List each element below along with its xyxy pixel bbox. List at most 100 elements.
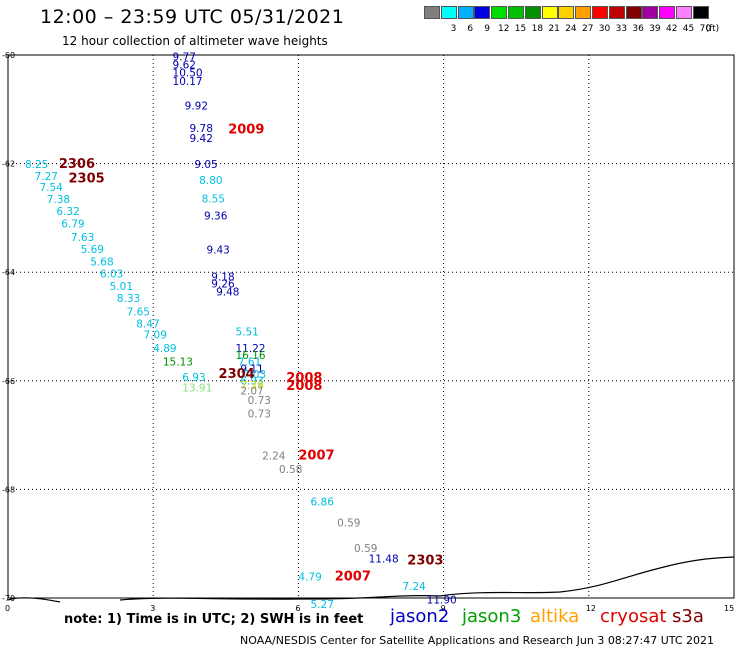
data-point-label: 7.38 bbox=[47, 194, 70, 206]
legend-unit: (ft) bbox=[705, 24, 720, 34]
data-point-label: 9.43 bbox=[206, 245, 229, 257]
legend-swatch bbox=[424, 6, 440, 19]
data-point-label: 7.54 bbox=[39, 182, 63, 194]
data-point-label: 11.48 bbox=[369, 554, 399, 566]
legend-swatch bbox=[692, 6, 709, 19]
data-point-label: 10.50 bbox=[173, 68, 203, 80]
data-point-label: 0.73 bbox=[248, 395, 271, 407]
pass-time-label: 2009 bbox=[228, 123, 264, 138]
data-point-label: 9.78 bbox=[190, 123, 213, 135]
page-title: 12:00 – 23:59 UTC 05/31/2021 bbox=[40, 6, 345, 28]
data-point-label: 0.59 bbox=[337, 517, 360, 529]
data-point-label: 8.25 bbox=[25, 159, 48, 171]
y-tick-label: -60 bbox=[2, 51, 15, 60]
legend-swatch bbox=[642, 6, 659, 19]
data-point-label: 5.51 bbox=[235, 327, 258, 339]
data-point-label: 9.05 bbox=[194, 159, 217, 171]
legend-label: 6 bbox=[467, 24, 474, 34]
legend-swatch bbox=[558, 6, 575, 19]
data-point-label: 15.13 bbox=[163, 357, 193, 369]
data-point-label: 2.07 bbox=[240, 385, 263, 397]
pass-time-label: 2305 bbox=[69, 172, 105, 187]
data-point-label: 2.24 bbox=[262, 451, 286, 463]
data-point-label: 16.16 bbox=[235, 350, 265, 362]
legend-label: 33 bbox=[615, 24, 628, 34]
x-tick-label: 3 bbox=[150, 604, 155, 613]
data-point-label: 9.48 bbox=[216, 287, 239, 299]
y-tick-label: -70 bbox=[2, 594, 15, 603]
legend-swatch bbox=[541, 6, 558, 19]
legend-swatch bbox=[659, 6, 676, 19]
data-point-label: 0.73 bbox=[248, 409, 271, 421]
legend-swatch bbox=[524, 6, 541, 19]
data-point-label: 5.01 bbox=[110, 281, 133, 293]
data-point-label: 6.93 bbox=[182, 372, 205, 384]
pass-time-label: 2008 bbox=[286, 371, 322, 386]
data-point-label: 7.61 bbox=[238, 357, 261, 369]
legend-swatch bbox=[625, 6, 642, 19]
plot-frame bbox=[7, 54, 735, 599]
data-point-label: 5.68 bbox=[90, 257, 113, 269]
data-point-label: 9.18 bbox=[211, 271, 234, 283]
data-point-label: 7.27 bbox=[35, 171, 58, 183]
legend-swatch bbox=[474, 6, 491, 19]
data-point-label: 4.79 bbox=[298, 572, 321, 584]
legend-swatch bbox=[676, 6, 692, 19]
data-point-label: 9.42 bbox=[190, 133, 213, 145]
data-point-label: 6.32 bbox=[56, 206, 79, 218]
satellite-s3a: s3a bbox=[672, 606, 704, 627]
pass-time-label: 2303 bbox=[407, 553, 443, 568]
legend-label: 30 bbox=[598, 24, 611, 34]
legend-swatch bbox=[592, 6, 608, 19]
legend-label: 24 bbox=[565, 24, 577, 34]
data-point-label: 5.69 bbox=[81, 244, 104, 256]
data-point-label: 10.17 bbox=[173, 76, 203, 88]
pass-time-label: 2306 bbox=[59, 157, 95, 172]
data-point-label: 6.79 bbox=[61, 219, 84, 231]
legend-swatch bbox=[575, 6, 592, 19]
pass-time-label: 2007 bbox=[298, 449, 334, 464]
legend-label: 9 bbox=[484, 24, 490, 34]
y-tick-label: -68 bbox=[2, 485, 15, 494]
data-point-label: 7.24 bbox=[402, 581, 426, 593]
credit-line: NOAA/NESDIS Center for Satellite Applica… bbox=[240, 634, 715, 647]
legend-swatch bbox=[491, 6, 508, 19]
legend-label: 3 bbox=[450, 24, 457, 34]
page-subtitle: 12 hour collection of altimeter wave hei… bbox=[62, 34, 328, 48]
legend-label: 39 bbox=[649, 24, 661, 34]
data-point-label: 11.90 bbox=[427, 594, 457, 606]
y-tick-label: -66 bbox=[2, 377, 15, 386]
coastline bbox=[7, 556, 735, 603]
pass-time-label: 2007 bbox=[335, 570, 371, 585]
y-tick-label: -64 bbox=[2, 268, 15, 277]
data-point-label: 9.11 bbox=[240, 364, 263, 376]
satellite-cryosat: cryosat bbox=[600, 606, 667, 627]
data-point-label: 7.09 bbox=[144, 329, 167, 341]
data-point-label: 9.62 bbox=[173, 60, 196, 72]
x-tick-label: 15 bbox=[724, 604, 734, 613]
legend-swatch bbox=[508, 6, 524, 19]
data-point-label: 9.26 bbox=[211, 278, 235, 290]
x-tick-label: 12 bbox=[586, 604, 596, 613]
data-point-label: 13.91 bbox=[182, 383, 212, 395]
legend-label: 21 bbox=[548, 24, 560, 34]
pass-time-label: 2304 bbox=[219, 367, 255, 382]
data-point-label: 5.27 bbox=[311, 599, 334, 611]
x-tick-label: 6 bbox=[295, 604, 300, 613]
data-point-label: 8.55 bbox=[202, 194, 225, 206]
data-point-label: 7.65 bbox=[127, 307, 150, 319]
legend-swatch bbox=[457, 6, 474, 19]
satellite-jason2: jason2 bbox=[390, 606, 450, 627]
footer-note: note: 1) Time is in UTC; 2) SWH is in fe… bbox=[64, 612, 364, 627]
data-point-label: 0.59 bbox=[354, 543, 377, 555]
data-point-label: 6.93 bbox=[240, 376, 263, 388]
data-point-label: 8.33 bbox=[117, 293, 140, 305]
data-point-label: 8.80 bbox=[199, 175, 222, 187]
legend-label: 70 bbox=[699, 24, 712, 34]
legend-label: 18 bbox=[531, 24, 544, 34]
data-point-label: 4.89 bbox=[153, 343, 176, 355]
legend-label: 45 bbox=[682, 24, 695, 34]
data-point-label: 6.86 bbox=[311, 497, 335, 509]
y-tick-label: -62 bbox=[2, 160, 15, 169]
